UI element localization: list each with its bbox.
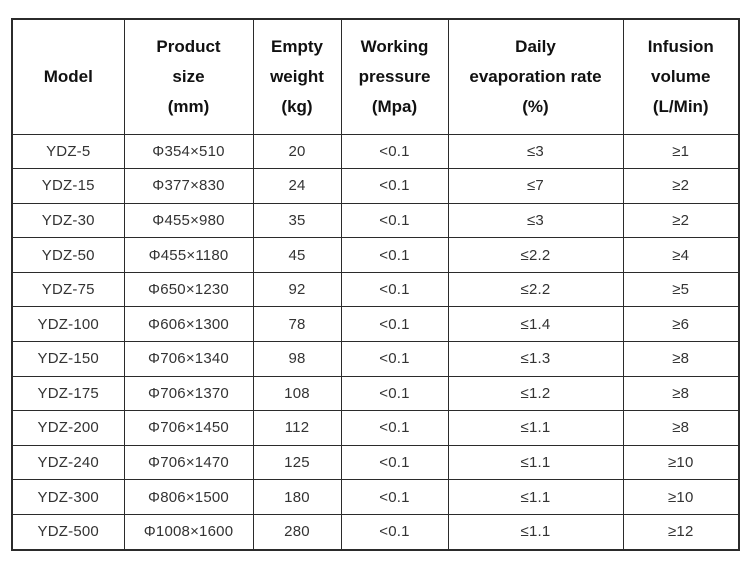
cell-infusion-volume: ≥1: [622, 133, 740, 170]
cell-empty-weight: 78: [252, 306, 342, 342]
cell-working-pressure: <0.1: [340, 202, 449, 239]
cell-working-pressure: <0.1: [340, 168, 449, 204]
cell-empty-weight: 112: [252, 410, 342, 446]
table-row: YDZ-50 Φ455×1180 45 <0.1 ≤2.2 ≥4: [11, 237, 740, 273]
cell-product-size: Φ455×980: [123, 202, 254, 239]
cell-model: YDZ-75: [11, 271, 125, 308]
cell-infusion-volume: ≥4: [622, 237, 740, 273]
cell-product-size: Φ706×1370: [123, 375, 254, 412]
cell-working-pressure: <0.1: [340, 375, 449, 412]
table-row: YDZ-100 Φ606×1300 78 <0.1 ≤1.4 ≥6: [11, 306, 740, 342]
cell-evaporation-rate: ≤3: [447, 133, 624, 170]
cell-working-pressure: <0.1: [340, 237, 449, 273]
cell-empty-weight: 20: [252, 133, 342, 170]
cell-evaporation-rate: ≤1.3: [447, 340, 624, 377]
cell-evaporation-rate: ≤2.2: [447, 271, 624, 308]
cell-empty-weight: 45: [252, 237, 342, 273]
cell-model: YDZ-150: [11, 340, 125, 377]
cell-product-size: Φ706×1340: [123, 340, 254, 377]
cell-model: YDZ-50: [11, 237, 125, 273]
cell-model: YDZ-15: [11, 168, 125, 204]
cell-working-pressure: <0.1: [340, 513, 449, 551]
cell-empty-weight: 125: [252, 444, 342, 481]
table-row: YDZ-240 Φ706×1470 125 <0.1 ≤1.1 ≥10: [11, 444, 740, 481]
cell-infusion-volume: ≥5: [622, 271, 740, 308]
cell-empty-weight: 280: [252, 513, 342, 551]
cell-empty-weight: 35: [252, 202, 342, 239]
table-header: Model Product size (mm) Empty weight (kg…: [11, 18, 740, 135]
cell-product-size: Φ606×1300: [123, 306, 254, 342]
table-row: YDZ-500 Φ1008×1600 280 <0.1 ≤1.1 ≥12: [11, 513, 740, 551]
cell-infusion-volume: ≥2: [622, 202, 740, 239]
cell-product-size: Φ455×1180: [123, 237, 254, 273]
cell-product-size: Φ354×510: [123, 133, 254, 170]
cell-model: YDZ-300: [11, 479, 125, 515]
cell-infusion-volume: ≥6: [622, 306, 740, 342]
cell-working-pressure: <0.1: [340, 479, 449, 515]
cell-product-size: Φ1008×1600: [123, 513, 254, 551]
cell-evaporation-rate: ≤1.2: [447, 375, 624, 412]
table-row: YDZ-200 Φ706×1450 112 <0.1 ≤1.1 ≥8: [11, 410, 740, 446]
header-cell-model: Model: [11, 18, 125, 135]
header-row: Model Product size (mm) Empty weight (kg…: [11, 18, 740, 135]
cell-empty-weight: 98: [252, 340, 342, 377]
table-body: YDZ-5 Φ354×510 20 <0.1 ≤3 ≥1 YDZ-15 Φ377…: [11, 133, 740, 551]
header-cell-evaporation-rate: Daily evaporation rate (%): [447, 18, 624, 135]
cell-empty-weight: 108: [252, 375, 342, 412]
table-row: YDZ-300 Φ806×1500 180 <0.1 ≤1.1 ≥10: [11, 479, 740, 515]
cell-empty-weight: 24: [252, 168, 342, 204]
table-row: YDZ-15 Φ377×830 24 <0.1 ≤7 ≥2: [11, 168, 740, 204]
cell-working-pressure: <0.1: [340, 271, 449, 308]
cell-product-size: Φ806×1500: [123, 479, 254, 515]
header-cell-infusion-volume: Infusion volume (L/Min): [622, 18, 740, 135]
table-row: YDZ-75 Φ650×1230 92 <0.1 ≤2.2 ≥5: [11, 271, 740, 308]
cell-model: YDZ-240: [11, 444, 125, 481]
cell-empty-weight: 92: [252, 271, 342, 308]
cell-evaporation-rate: ≤2.2: [447, 237, 624, 273]
cell-working-pressure: <0.1: [340, 444, 449, 481]
cell-working-pressure: <0.1: [340, 306, 449, 342]
cell-model: YDZ-500: [11, 513, 125, 551]
cell-evaporation-rate: ≤1.4: [447, 306, 624, 342]
cell-infusion-volume: ≥8: [622, 410, 740, 446]
cell-evaporation-rate: ≤1.1: [447, 410, 624, 446]
cell-evaporation-rate: ≤1.1: [447, 444, 624, 481]
cell-infusion-volume: ≥2: [622, 168, 740, 204]
cell-infusion-volume: ≥12: [622, 513, 740, 551]
cell-infusion-volume: ≥10: [622, 444, 740, 481]
cell-product-size: Φ377×830: [123, 168, 254, 204]
cell-evaporation-rate: ≤1.1: [447, 479, 624, 515]
cell-model: YDZ-100: [11, 306, 125, 342]
cell-model: YDZ-200: [11, 410, 125, 446]
cell-evaporation-rate: ≤3: [447, 202, 624, 239]
cell-working-pressure: <0.1: [340, 410, 449, 446]
table-row: YDZ-150 Φ706×1340 98 <0.1 ≤1.3 ≥8: [11, 340, 740, 377]
cell-working-pressure: <0.1: [340, 340, 449, 377]
table-row: YDZ-5 Φ354×510 20 <0.1 ≤3 ≥1: [11, 133, 740, 170]
cell-model: YDZ-175: [11, 375, 125, 412]
cell-infusion-volume: ≥10: [622, 479, 740, 515]
product-spec-table: Model Product size (mm) Empty weight (kg…: [11, 18, 740, 551]
cell-product-size: Φ650×1230: [123, 271, 254, 308]
cell-evaporation-rate: ≤7: [447, 168, 624, 204]
header-cell-empty-weight: Empty weight (kg): [252, 18, 342, 135]
cell-product-size: Φ706×1470: [123, 444, 254, 481]
table-row: YDZ-30 Φ455×980 35 <0.1 ≤3 ≥2: [11, 202, 740, 239]
cell-model: YDZ-5: [11, 133, 125, 170]
cell-working-pressure: <0.1: [340, 133, 449, 170]
cell-model: YDZ-30: [11, 202, 125, 239]
cell-product-size: Φ706×1450: [123, 410, 254, 446]
header-cell-product-size: Product size (mm): [123, 18, 254, 135]
cell-infusion-volume: ≥8: [622, 340, 740, 377]
table-row: YDZ-175 Φ706×1370 108 <0.1 ≤1.2 ≥8: [11, 375, 740, 412]
cell-empty-weight: 180: [252, 479, 342, 515]
cell-infusion-volume: ≥8: [622, 375, 740, 412]
cell-evaporation-rate: ≤1.1: [447, 513, 624, 551]
header-cell-working-pressure: Working pressure (Mpa): [340, 18, 449, 135]
